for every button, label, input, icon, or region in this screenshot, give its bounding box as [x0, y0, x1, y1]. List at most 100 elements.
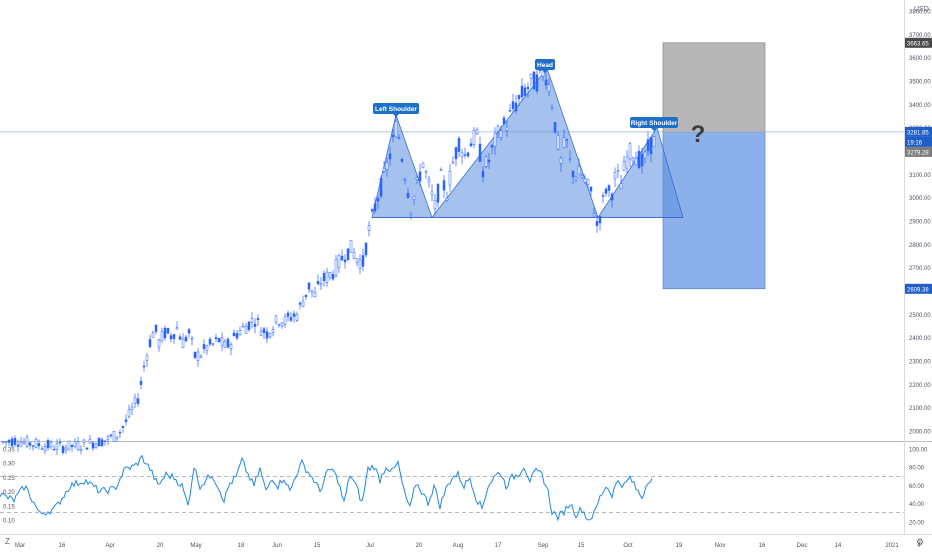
candle[interactable]	[490, 144, 494, 154]
candle[interactable]	[400, 157, 404, 163]
candle[interactable]	[607, 184, 611, 197]
candle[interactable]	[574, 175, 578, 183]
candle[interactable]	[469, 138, 473, 147]
candle[interactable]	[382, 161, 386, 173]
candle[interactable]	[631, 156, 635, 166]
candle[interactable]	[583, 174, 587, 184]
candle[interactable]	[493, 127, 497, 155]
candle[interactable]	[472, 127, 476, 149]
candle[interactable]	[646, 131, 650, 157]
candle[interactable]	[649, 137, 653, 163]
candle[interactable]	[397, 134, 401, 140]
candle[interactable]	[208, 336, 212, 347]
candle[interactable]	[316, 274, 320, 286]
left-shoulder-label[interactable]: Left Shoulder	[373, 103, 419, 117]
candle[interactable]	[142, 360, 146, 372]
candle[interactable]	[454, 146, 458, 167]
candle[interactable]	[130, 402, 134, 416]
candle[interactable]	[244, 323, 248, 334]
candle[interactable]	[331, 270, 335, 281]
candle[interactable]	[256, 314, 260, 327]
candle[interactable]	[577, 158, 581, 175]
candle[interactable]	[241, 322, 245, 328]
candle[interactable]	[364, 242, 368, 258]
candle[interactable]	[280, 322, 284, 329]
candle[interactable]	[79, 445, 83, 455]
candle[interactable]	[307, 282, 311, 293]
candle[interactable]	[445, 191, 449, 202]
candle[interactable]	[139, 376, 143, 390]
candle[interactable]	[622, 155, 626, 172]
candle[interactable]	[328, 271, 332, 281]
candle[interactable]	[376, 195, 380, 209]
candle[interactable]	[430, 184, 434, 202]
candle[interactable]	[451, 156, 455, 165]
candle[interactable]	[391, 128, 395, 143]
candle[interactable]	[175, 321, 179, 330]
candle[interactable]	[595, 213, 599, 233]
candle[interactable]	[508, 103, 512, 113]
candle[interactable]	[568, 150, 572, 163]
candle[interactable]	[505, 121, 509, 137]
candle[interactable]	[442, 174, 446, 198]
candle[interactable]	[481, 166, 485, 183]
candle[interactable]	[433, 194, 437, 215]
candle[interactable]	[421, 162, 425, 169]
candle[interactable]	[109, 433, 113, 438]
candle[interactable]	[274, 315, 278, 325]
candle[interactable]	[37, 439, 41, 450]
candle[interactable]	[106, 434, 110, 445]
candle[interactable]	[409, 212, 413, 220]
candle[interactable]	[85, 447, 89, 450]
candle[interactable]	[271, 326, 275, 337]
oscillator-line[interactable]	[0, 454, 653, 522]
candle[interactable]	[10, 436, 14, 448]
candle[interactable]	[190, 335, 194, 346]
candle[interactable]	[121, 425, 125, 433]
candle[interactable]	[601, 192, 605, 203]
candle[interactable]	[58, 438, 62, 447]
candle[interactable]	[145, 352, 149, 367]
candle[interactable]	[355, 258, 359, 267]
candle[interactable]	[169, 332, 173, 343]
candle[interactable]	[484, 155, 488, 169]
candle[interactable]	[250, 312, 254, 329]
candle[interactable]	[238, 326, 242, 336]
candle[interactable]	[322, 270, 326, 287]
candle[interactable]	[202, 339, 206, 354]
candle[interactable]	[379, 175, 383, 199]
candle[interactable]	[304, 294, 308, 301]
candle[interactable]	[532, 70, 536, 90]
candle[interactable]	[439, 167, 443, 171]
candle[interactable]	[235, 330, 239, 341]
candle[interactable]	[628, 141, 632, 168]
candle[interactable]	[511, 94, 515, 113]
candle[interactable]	[154, 324, 158, 335]
candle[interactable]	[652, 135, 656, 147]
candle[interactable]	[46, 438, 50, 451]
candle[interactable]	[262, 326, 266, 340]
candle[interactable]	[181, 333, 185, 349]
candle[interactable]	[352, 247, 356, 260]
candle[interactable]	[28, 441, 32, 450]
candle[interactable]	[199, 354, 203, 359]
candle[interactable]	[496, 124, 500, 139]
candle[interactable]	[403, 177, 407, 185]
candle[interactable]	[115, 436, 119, 442]
candle[interactable]	[346, 248, 350, 262]
candle[interactable]	[214, 334, 218, 343]
candle[interactable]	[343, 254, 347, 269]
candle[interactable]	[610, 191, 614, 208]
candle[interactable]	[88, 434, 92, 444]
candle[interactable]	[619, 175, 623, 189]
candle[interactable]	[340, 249, 344, 261]
candle[interactable]	[625, 150, 629, 174]
candle[interactable]	[535, 70, 539, 95]
candle[interactable]	[178, 334, 182, 340]
candle[interactable]	[184, 334, 188, 343]
candle[interactable]	[598, 215, 602, 231]
candle[interactable]	[553, 122, 557, 135]
candle[interactable]	[40, 445, 44, 450]
candle[interactable]	[7, 438, 11, 447]
